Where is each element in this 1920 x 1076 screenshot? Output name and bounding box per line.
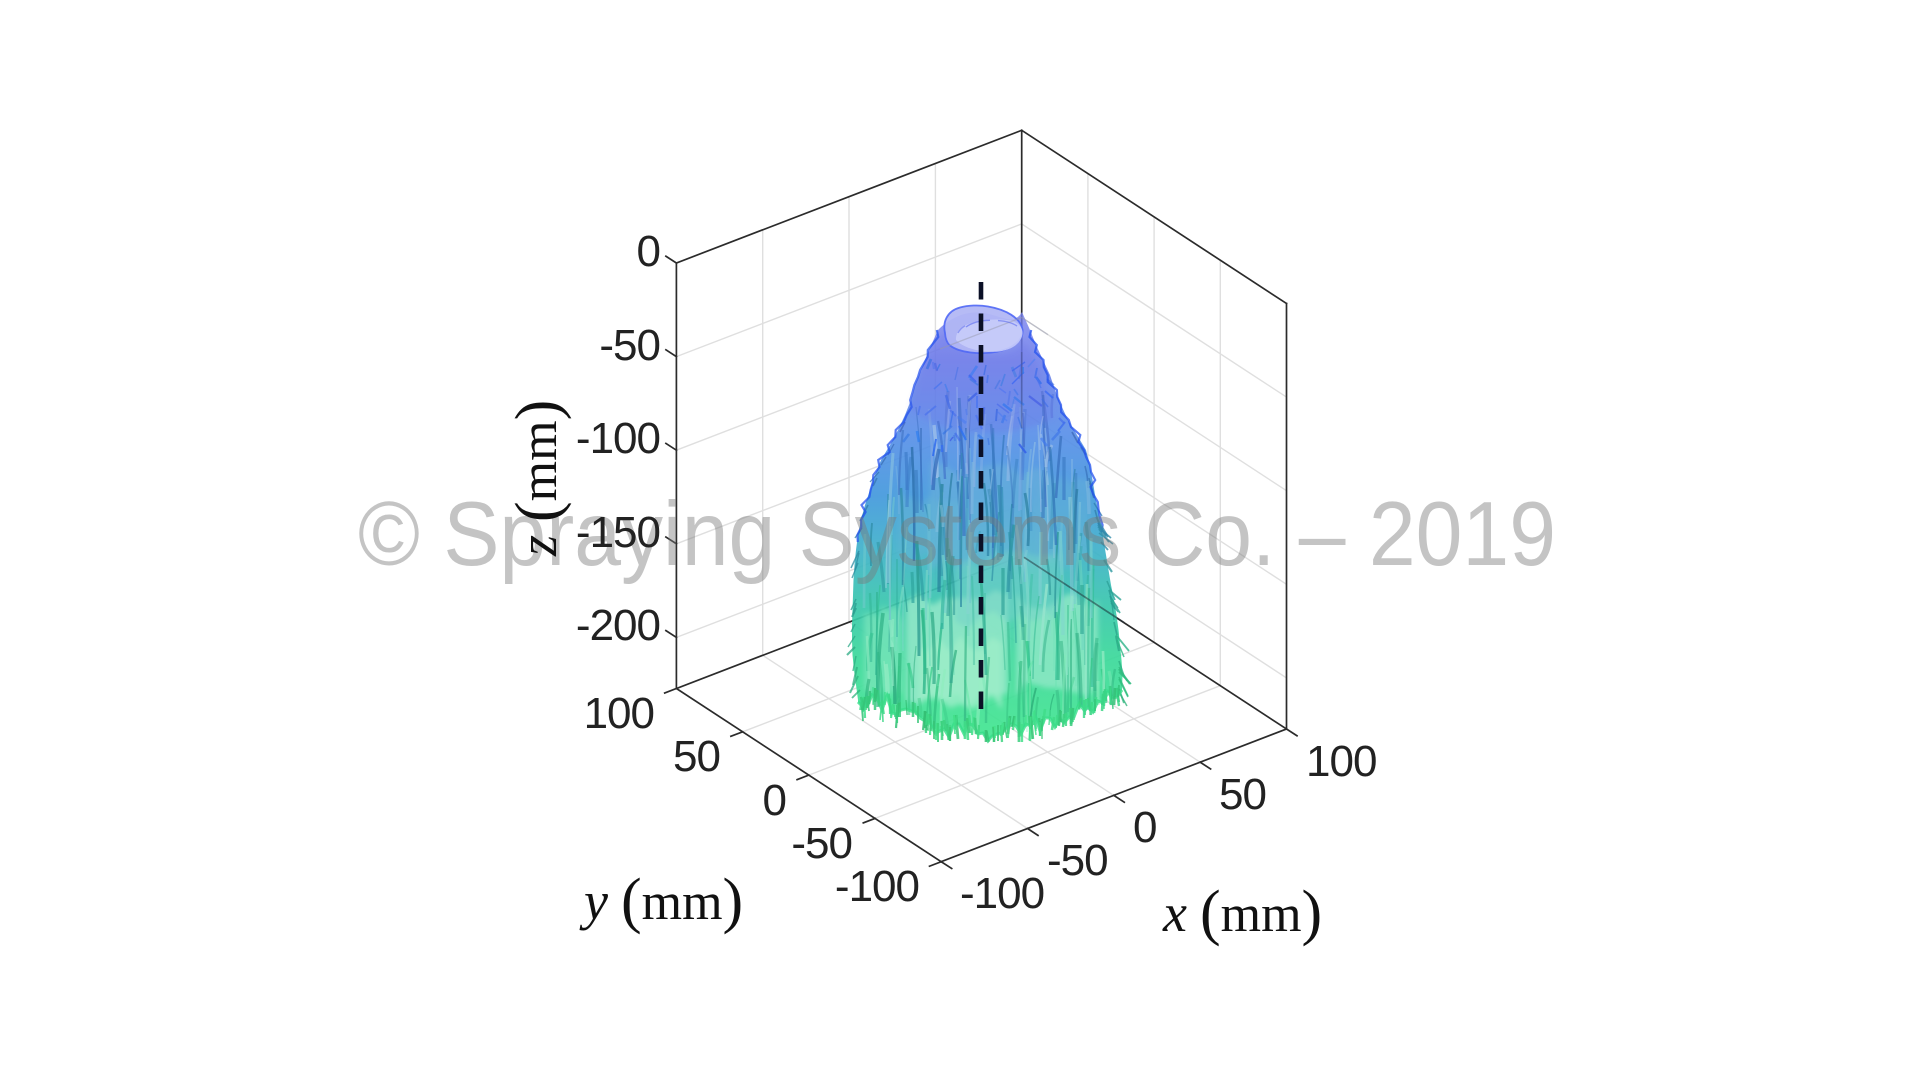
- svg-text:© Spraying Systems Co. – 2019: © Spraying Systems Co. – 2019: [358, 484, 1556, 585]
- svg-text:-100: -100: [960, 869, 1044, 918]
- svg-text:100: 100: [1306, 737, 1376, 786]
- svg-text:0: 0: [637, 227, 660, 276]
- svg-text:-100: -100: [835, 862, 919, 911]
- svg-text:100: 100: [584, 689, 654, 738]
- svg-text:50: 50: [1219, 770, 1266, 819]
- svg-text:y (mm): y (mm): [579, 867, 743, 935]
- svg-text:-100: -100: [576, 414, 660, 463]
- svg-text:-50: -50: [599, 321, 660, 370]
- svg-text:-150: -150: [576, 508, 660, 557]
- svg-text:z (mm): z (mm): [504, 400, 572, 557]
- svg-text:-200: -200: [576, 601, 660, 650]
- svg-text:x (mm): x (mm): [1162, 879, 1322, 947]
- svg-text:50: 50: [673, 732, 720, 781]
- svg-text:-50: -50: [791, 819, 852, 868]
- svg-text:0: 0: [763, 776, 786, 825]
- svg-text:-50: -50: [1047, 836, 1108, 885]
- svg-text:0: 0: [1133, 803, 1156, 852]
